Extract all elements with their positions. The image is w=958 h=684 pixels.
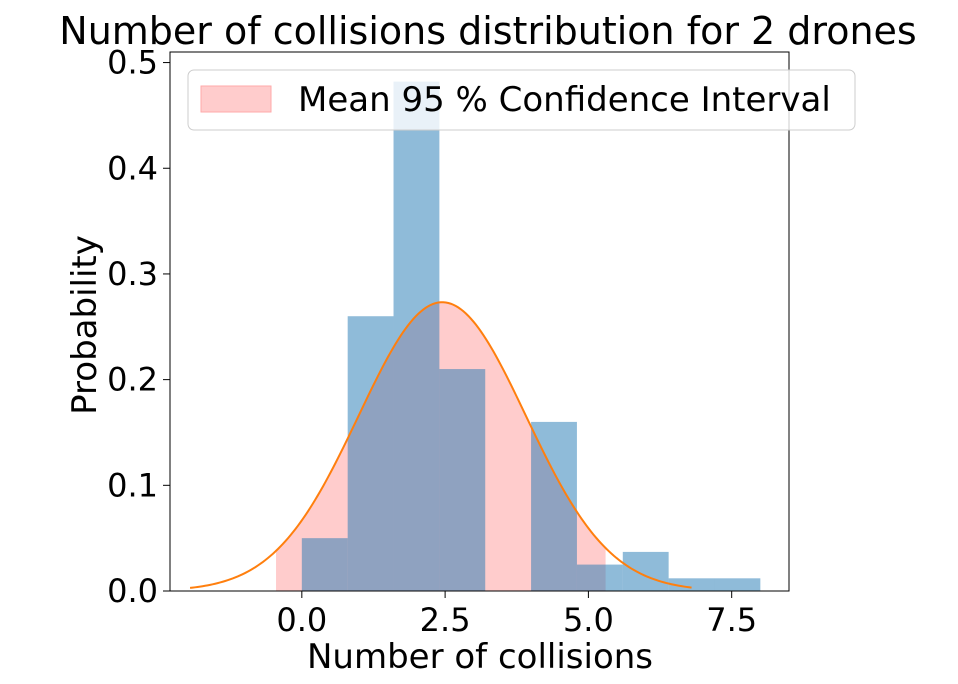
histogram-bar-6 <box>576 564 623 591</box>
fitted-curve <box>189 301 692 589</box>
histogram-bar-8 <box>668 578 715 591</box>
plot-frame <box>169 51 790 592</box>
y-tick-label: 0.1 <box>107 466 158 504</box>
y-axis-ticks: 0.0 0.1 0.2 0.3 0.4 0.5 <box>107 44 170 610</box>
y-tick-label: 0.0 <box>107 572 158 610</box>
histogram-bars <box>301 81 761 591</box>
x-tick-label: 0.0 <box>276 601 327 639</box>
histogram-bar-0 <box>301 538 348 591</box>
y-axis-label: Probability <box>65 235 105 415</box>
histogram-bar-5 <box>531 421 577 591</box>
histogram-bar-9 <box>714 578 761 591</box>
y-tick-label: 0.4 <box>107 149 158 187</box>
x-tick-label: 2.5 <box>420 601 471 639</box>
fitted-curve-line <box>189 301 692 589</box>
legend: Mean 95 % Confidence Interval <box>187 69 856 131</box>
chart-title: Number of collisions distribution for 2 … <box>59 9 916 53</box>
x-tick-label: 5.0 <box>563 601 614 639</box>
histogram-bar-7 <box>622 551 669 591</box>
y-tick-label: 0.5 <box>107 44 158 82</box>
histogram-bar-3 <box>439 369 486 591</box>
legend-box <box>187 69 856 131</box>
legend-swatch <box>200 85 272 113</box>
x-axis-ticks: 0.0 2.5 5.0 7.5 <box>276 591 757 639</box>
x-tick-label: 7.5 <box>706 601 757 639</box>
y-tick-label: 0.2 <box>107 361 158 399</box>
legend-label: Mean 95 % Confidence Interval <box>298 80 831 120</box>
x-axis-label: Number of collisions <box>307 637 653 677</box>
y-tick-label: 0.3 <box>107 255 158 293</box>
